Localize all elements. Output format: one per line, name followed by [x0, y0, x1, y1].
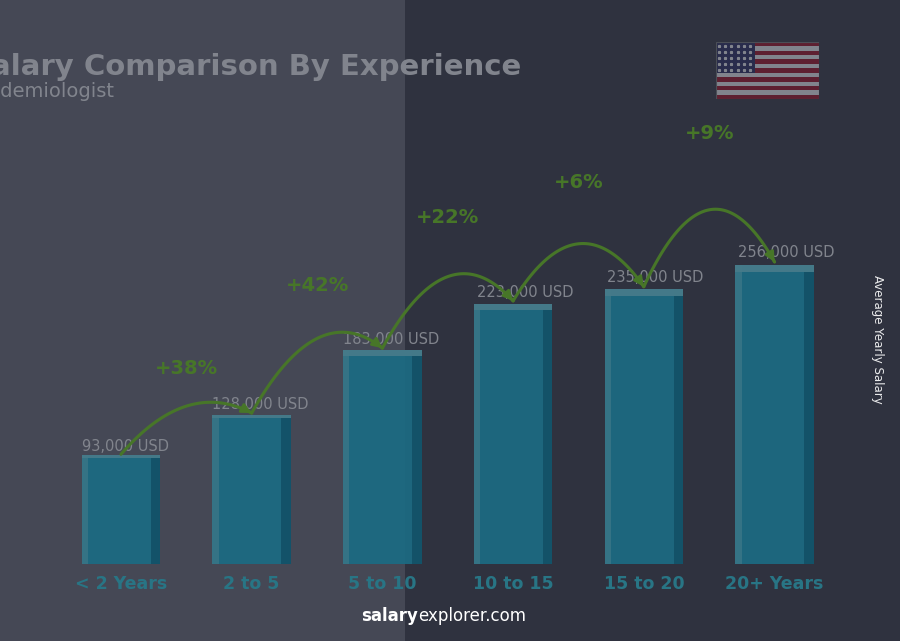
Bar	[343, 350, 421, 564]
Bar	[716, 95, 819, 99]
Bar	[151, 455, 160, 564]
Bar	[716, 69, 819, 72]
Bar	[605, 290, 683, 296]
Bar	[543, 303, 553, 564]
Bar	[282, 415, 291, 564]
Bar	[735, 265, 814, 272]
Bar	[716, 42, 819, 46]
Text: +22%: +22%	[416, 208, 480, 227]
Text: 223,000 USD: 223,000 USD	[476, 285, 573, 299]
Bar	[212, 415, 219, 564]
Bar	[805, 265, 814, 564]
Bar	[716, 51, 819, 55]
Text: 235,000 USD: 235,000 USD	[608, 271, 704, 285]
Text: Average Yearly Salary: Average Yearly Salary	[871, 276, 884, 404]
Bar	[716, 55, 819, 60]
Text: +42%: +42%	[285, 276, 348, 295]
Text: 256,000 USD: 256,000 USD	[738, 246, 834, 260]
Bar	[212, 415, 291, 418]
Bar	[474, 303, 553, 310]
Text: +9%: +9%	[684, 124, 734, 143]
Bar	[474, 303, 553, 564]
Bar	[716, 86, 819, 90]
Bar	[212, 415, 291, 564]
Bar	[82, 455, 160, 458]
Bar	[716, 46, 819, 51]
Text: 183,000 USD: 183,000 USD	[343, 332, 439, 347]
Bar	[82, 455, 88, 564]
Text: Salary Comparison By Experience: Salary Comparison By Experience	[0, 53, 521, 81]
Bar	[735, 265, 742, 564]
Bar	[716, 64, 819, 69]
Bar	[343, 350, 421, 356]
Text: +6%: +6%	[554, 173, 603, 192]
Bar	[605, 290, 611, 564]
Text: 93,000 USD: 93,000 USD	[82, 439, 169, 454]
Bar	[673, 290, 683, 564]
Bar	[716, 60, 819, 64]
Bar	[716, 81, 819, 86]
Bar	[735, 265, 814, 564]
Bar	[716, 77, 819, 81]
Bar	[716, 42, 755, 72]
Bar	[716, 72, 819, 77]
Bar	[716, 90, 819, 95]
Bar	[82, 455, 160, 564]
Text: Epidemiologist: Epidemiologist	[0, 82, 114, 101]
Bar	[605, 290, 683, 564]
Text: explorer.com: explorer.com	[418, 607, 526, 625]
Text: +38%: +38%	[155, 359, 218, 378]
Text: 128,000 USD: 128,000 USD	[212, 397, 309, 412]
Bar	[343, 350, 349, 564]
Bar	[474, 303, 481, 564]
Text: salary: salary	[362, 607, 418, 625]
Bar	[412, 350, 421, 564]
